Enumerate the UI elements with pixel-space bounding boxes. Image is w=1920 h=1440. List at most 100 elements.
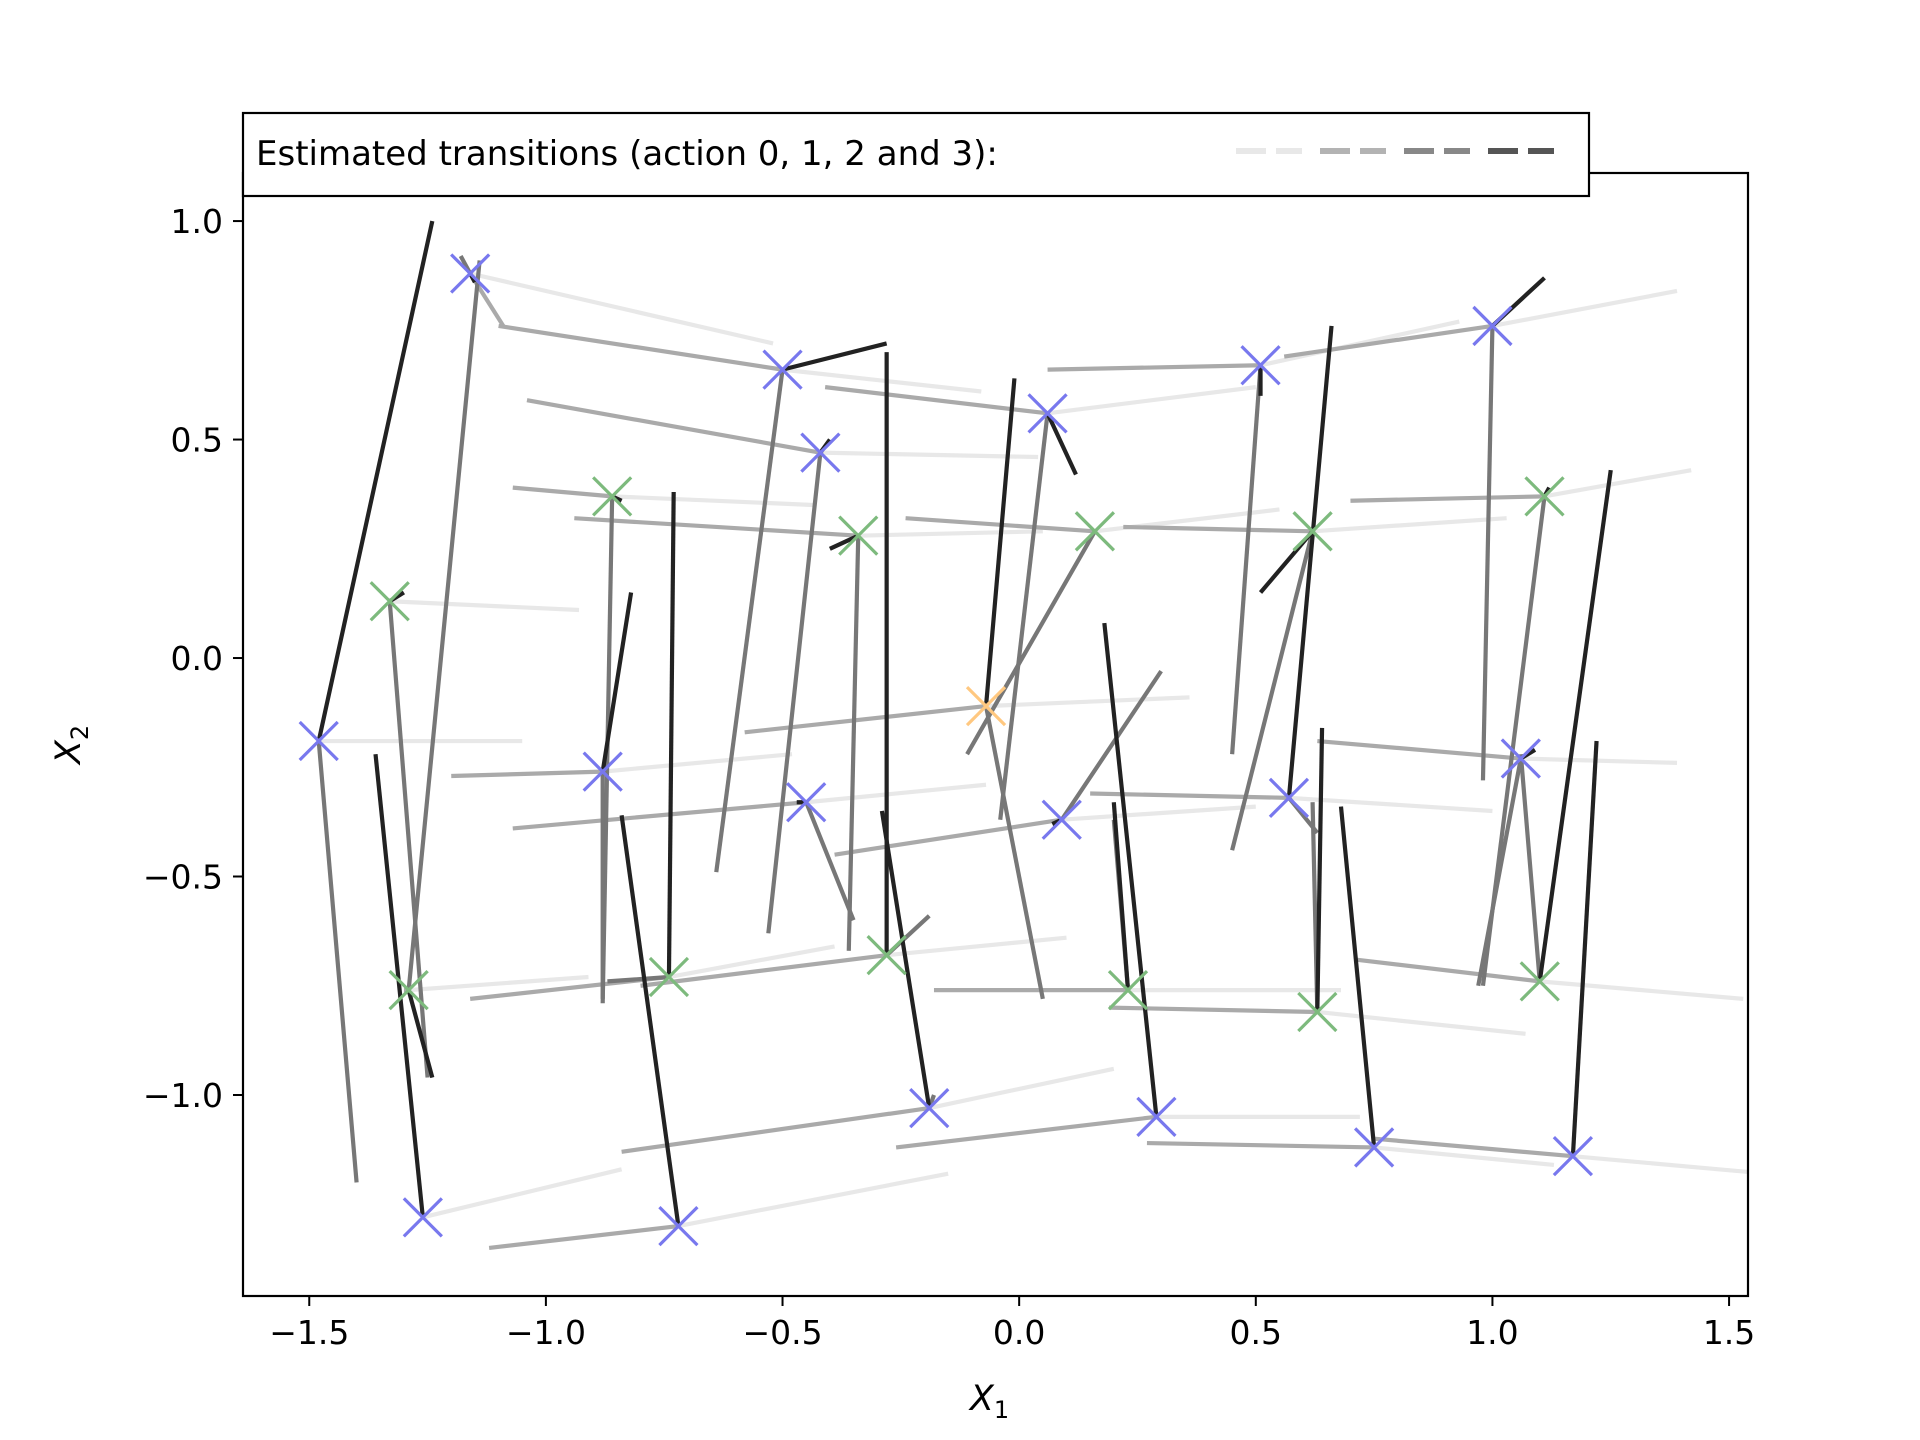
state-marker-9 <box>1292 511 1333 552</box>
transition-action-0-state-7 <box>858 529 1043 538</box>
transition-action-3-state-28 <box>1570 740 1599 1157</box>
state-marker-4-stroke-b <box>1472 305 1513 347</box>
state-marker-7 <box>838 515 879 556</box>
transition-action-0-state-4 <box>1492 288 1678 329</box>
state-marker-14 <box>786 782 827 823</box>
transition-action-3-state-25 <box>879 810 932 1109</box>
state-marker-17-stroke-b <box>1268 777 1310 818</box>
state-marker-22 <box>1107 969 1149 1011</box>
y-tick-label-4: −1.0 <box>143 1076 223 1115</box>
markers-layer <box>298 253 1594 1247</box>
transition-action-2-state-14 <box>804 801 856 921</box>
x-axis: −1.5 −1.0 −0.5 0.0 0.5 1.0 1.5 <box>269 1296 1755 1352</box>
transition-action-2-state-3 <box>1230 365 1263 755</box>
transition-action-0-state-27 <box>1373 1145 1555 1168</box>
y-axis: 1.0 0.5 0.0 −0.5 −1.0 <box>143 202 243 1115</box>
state-marker-29-stroke-b <box>402 1197 443 1238</box>
x-axis-title-sub: 1 <box>994 1396 1009 1424</box>
state-marker-19-stroke-b <box>388 969 429 1011</box>
transition-action-0-state-20 <box>668 944 835 980</box>
transition-action-1-state-10 <box>1350 494 1545 503</box>
transition-action-0-state-18 <box>1520 756 1678 766</box>
transition-action-2-state-5 <box>766 452 823 934</box>
transition-action-1-state-15 <box>744 704 987 735</box>
state-marker-4 <box>1472 305 1513 347</box>
state-marker-28-stroke-b <box>1552 1136 1594 1177</box>
state-marker-1-stroke-b <box>762 349 803 390</box>
state-marker-14-stroke-b <box>786 782 827 823</box>
state-marker-1 <box>762 349 803 390</box>
state-marker-17 <box>1268 777 1310 818</box>
transition-action-3-state-29 <box>373 753 425 1218</box>
state-marker-3 <box>1240 345 1281 386</box>
x-tick-label-0: −1.5 <box>269 1313 349 1352</box>
transition-action-3-state-17 <box>1286 325 1334 799</box>
transition-action-0-state-13 <box>602 752 793 774</box>
y-axis-title-sub: 2 <box>66 725 94 740</box>
transition-action-2-state-15 <box>983 705 1045 1000</box>
state-marker-9-stroke-b <box>1292 511 1333 552</box>
transition-action-3-state-22 <box>1111 802 1131 991</box>
transition-action-2-state-11 <box>387 601 430 1078</box>
state-marker-2-stroke-b <box>1027 393 1068 434</box>
state-marker-26-stroke-b <box>1136 1096 1177 1137</box>
transition-action-0-state-29 <box>422 1167 623 1220</box>
state-marker-2 <box>1027 393 1068 434</box>
transition-action-3-state-2 <box>1045 412 1078 476</box>
x-tick-label-1: −1.0 <box>506 1313 586 1352</box>
state-marker-15 <box>965 685 1007 727</box>
transition-action-3-state-1 <box>782 341 888 372</box>
transition-action-0-state-23 <box>1317 1009 1526 1036</box>
x-axis-title-main: X <box>968 1379 995 1419</box>
transition-action-1-state-1 <box>498 323 783 372</box>
transition-action-1-state-13 <box>451 769 603 779</box>
y-tick-label-1: 0.5 <box>171 421 223 460</box>
state-marker-16-stroke-b <box>1041 799 1082 840</box>
x-tick-label-3: 0.0 <box>993 1313 1045 1352</box>
transition-action-2-state-4 <box>1480 325 1495 781</box>
transition-action-1-state-3 <box>1047 363 1261 372</box>
transition-action-2-state-9 <box>1230 530 1315 851</box>
state-marker-8 <box>1074 511 1116 552</box>
x-tick-label-6: 1.5 <box>1703 1313 1755 1352</box>
state-marker-5-stroke-b <box>800 432 841 473</box>
state-marker-30-stroke-b <box>658 1205 699 1247</box>
state-marker-11 <box>369 581 410 622</box>
transition-action-0-state-19 <box>408 974 589 993</box>
state-marker-23 <box>1297 991 1338 1033</box>
state-marker-25-stroke-b <box>909 1087 950 1129</box>
state-marker-25 <box>909 1087 950 1129</box>
transition-action-0-state-15 <box>985 695 1190 709</box>
transition-action-0-state-11 <box>389 599 580 613</box>
transition-action-0-state-21 <box>886 935 1067 958</box>
state-marker-16 <box>1041 799 1082 840</box>
state-marker-8-stroke-b <box>1074 511 1116 552</box>
transition-action-2-state-18 <box>1476 758 1523 987</box>
transition-action-0-state-2 <box>1047 385 1257 416</box>
state-marker-3-stroke-b <box>1240 345 1281 386</box>
state-marker-30 <box>658 1205 699 1247</box>
transition-action-0-state-1 <box>782 367 982 394</box>
state-marker-11-stroke-b <box>369 581 410 622</box>
legend: Estimated transitions (action 0, 1, 2 an… <box>241 111 1591 198</box>
state-marker-21 <box>866 935 907 976</box>
transition-action-1-state-24 <box>1354 957 1541 984</box>
state-marker-22-stroke-b <box>1107 969 1149 1011</box>
transition-action-2-state-24 <box>1518 753 1542 982</box>
transition-action-2-state-19 <box>406 260 482 991</box>
state-marker-27-stroke-b <box>1353 1127 1395 1168</box>
x-tick-label-5: 1.0 <box>1466 1313 1518 1352</box>
transition-action-3-state-23 <box>1315 727 1325 1013</box>
transition-action-0-state-28 <box>1572 1154 1748 1175</box>
x-axis-title: X1 <box>968 1379 1009 1424</box>
state-marker-13-stroke-b <box>582 751 623 792</box>
state-marker-7-stroke-b <box>838 515 879 556</box>
transition-action-0-state-24 <box>1539 979 1744 1001</box>
transition-action-1-state-18 <box>1317 738 1522 761</box>
state-marker-10 <box>1524 476 1565 517</box>
transition-action-1-state-27 <box>1146 1140 1375 1150</box>
state-marker-20 <box>648 956 690 998</box>
transition-action-0-state-9 <box>1312 516 1507 534</box>
